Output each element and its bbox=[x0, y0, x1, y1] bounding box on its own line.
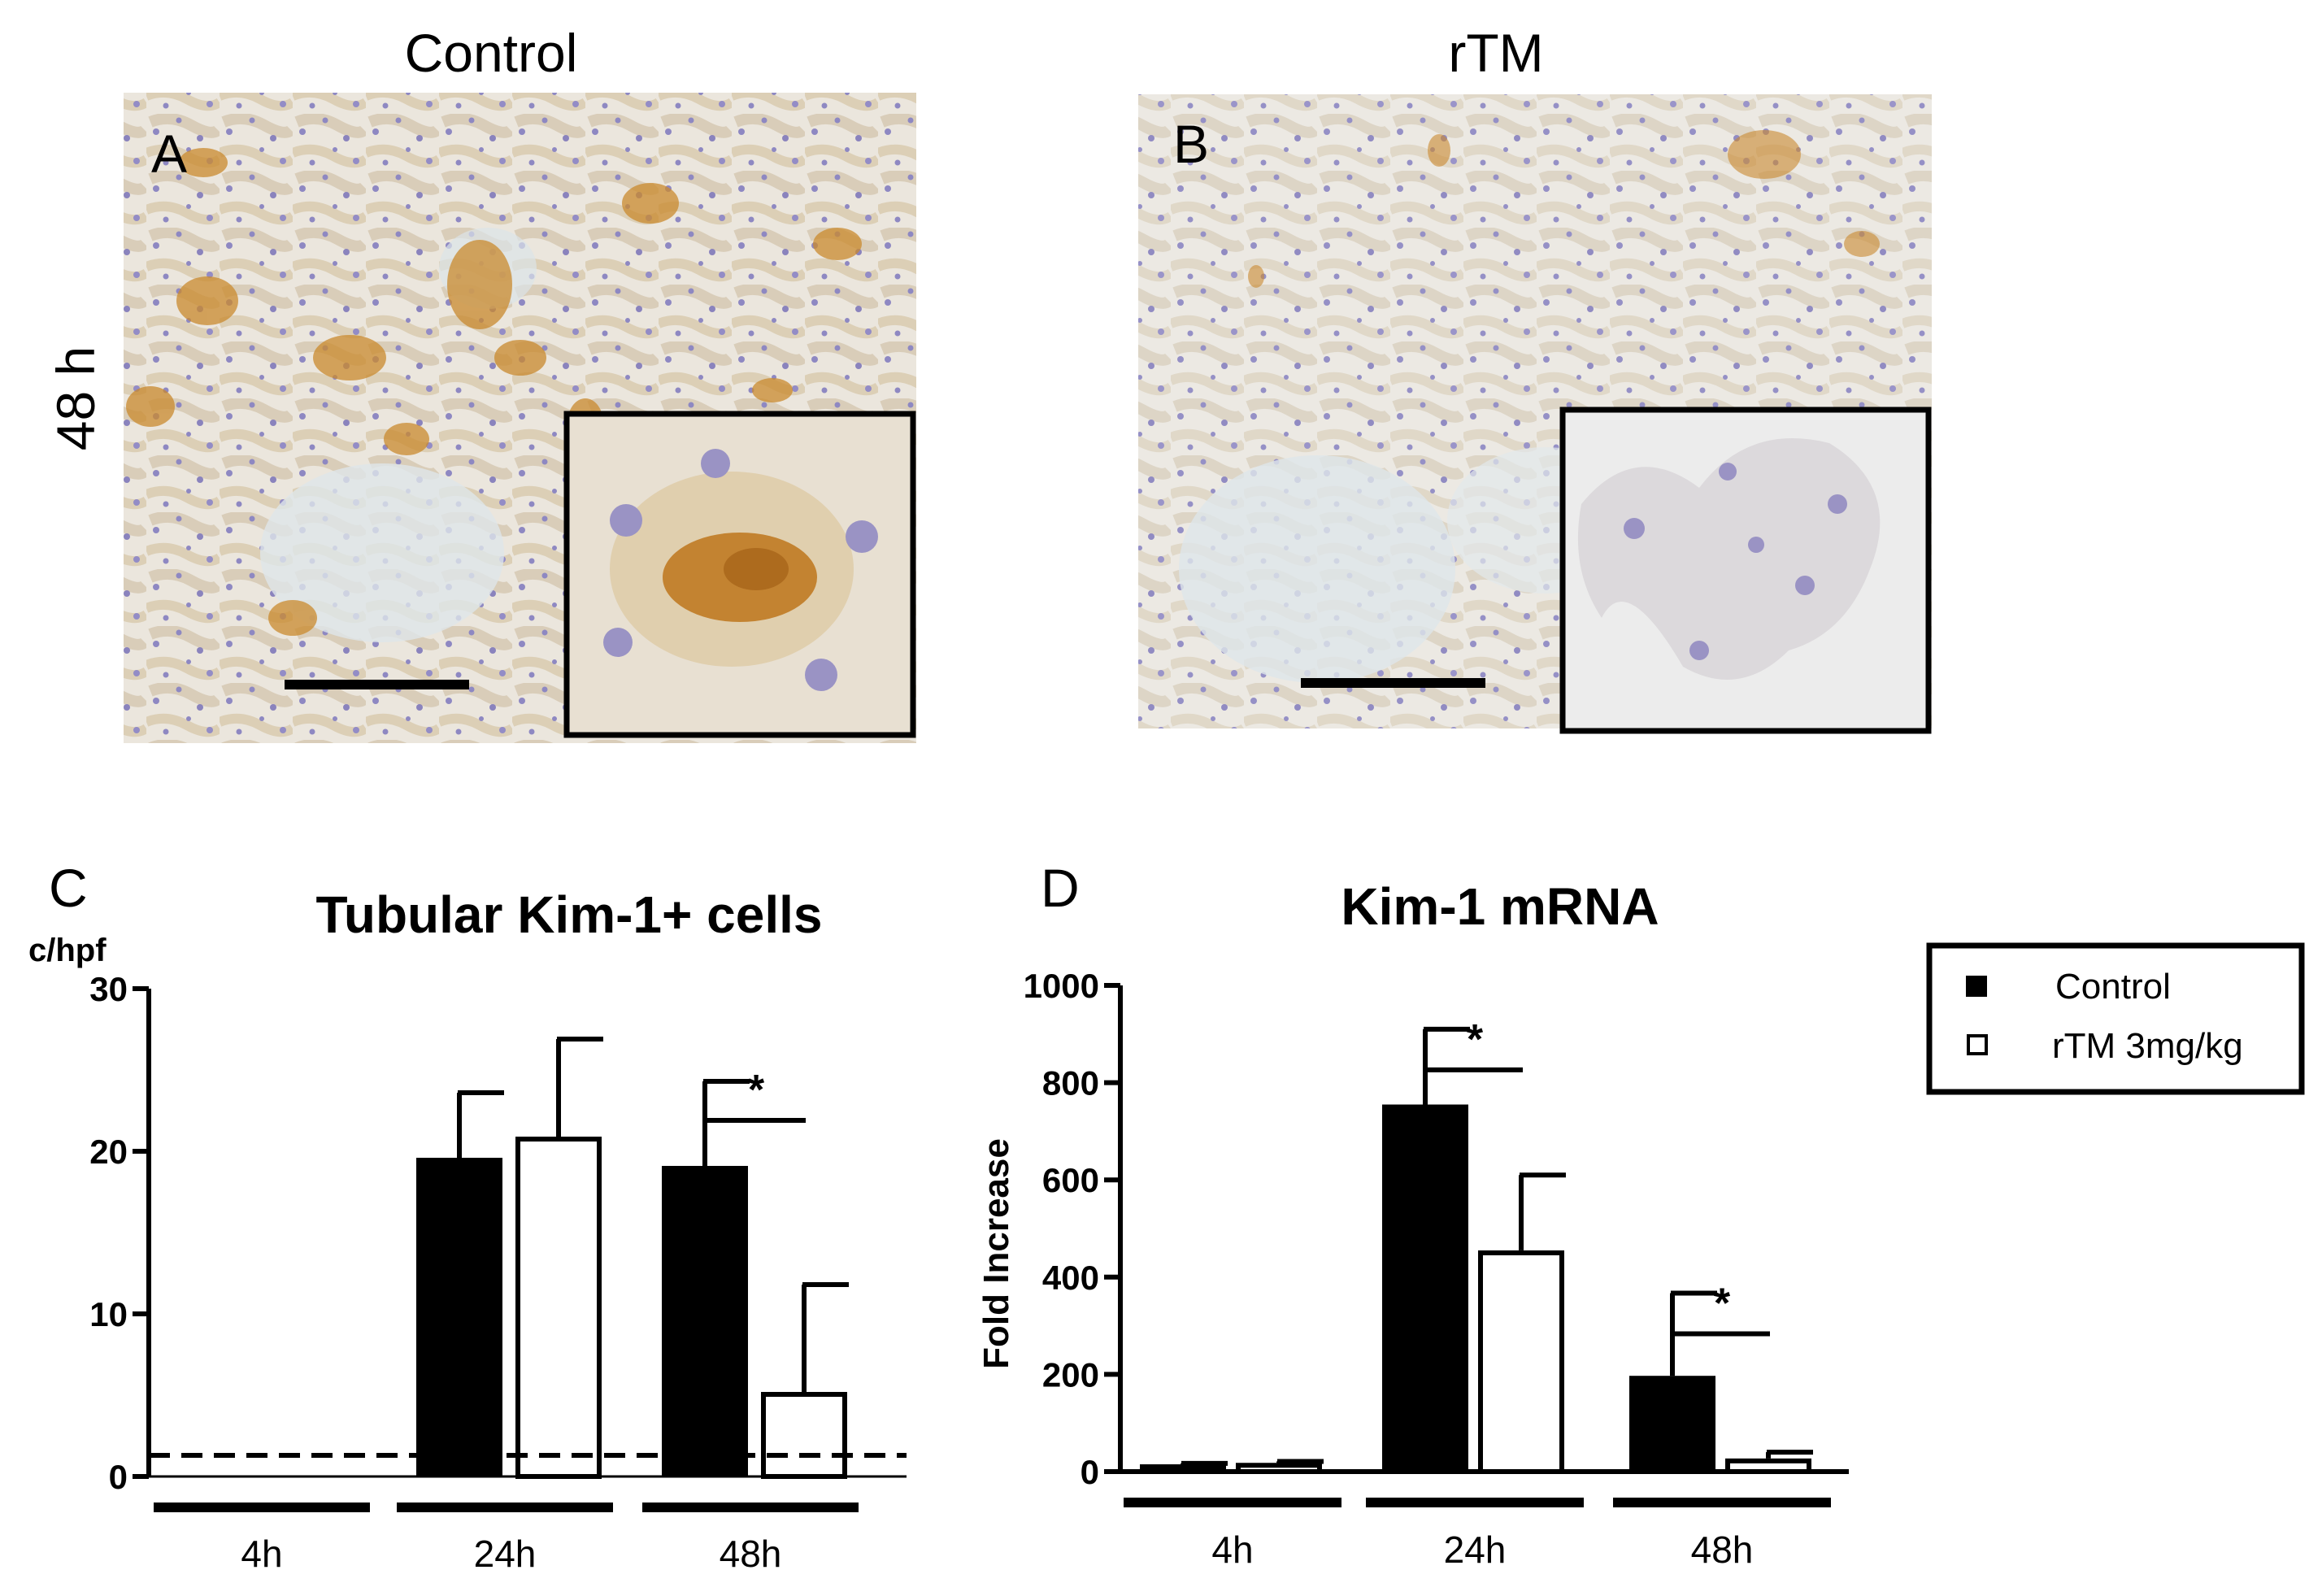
bar-rtm bbox=[761, 1392, 847, 1479]
x-tick-label: 4h bbox=[241, 1533, 282, 1575]
panel-letter-c: C bbox=[49, 858, 88, 918]
bar-control bbox=[1382, 1104, 1468, 1472]
bar-rtm bbox=[1725, 1458, 1811, 1475]
y-tick-label: 600 bbox=[1042, 1161, 1099, 1199]
bar-rtm bbox=[1478, 1250, 1564, 1475]
bar-rtm bbox=[515, 1137, 602, 1479]
chart-tubular-kim1: Tubular Kim-1+ cells c/hpf 0 10 20 30 4h 24h 4… bbox=[28, 885, 907, 1575]
micrograph-control bbox=[124, 93, 916, 743]
column-title-control: Control bbox=[405, 23, 578, 83]
chart-kim1-mrna: Kim-1 mRNA Fold Increase 0 200 400 600 800 10… bbox=[976, 877, 1849, 1571]
chart-title: Tubular Kim-1+ cells bbox=[316, 885, 823, 944]
category-bar bbox=[1613, 1498, 1831, 1507]
x-tick-label: 48h bbox=[1691, 1529, 1754, 1571]
y-axis-label: Fold Increase bbox=[976, 1138, 1016, 1369]
y-tick-label: 0 bbox=[109, 1458, 128, 1496]
x-tick-label: 24h bbox=[474, 1533, 537, 1575]
panel-letter-b: B bbox=[1173, 114, 1209, 174]
category-bar bbox=[642, 1503, 859, 1512]
y-tick-label: 10 bbox=[89, 1295, 128, 1333]
bar-control bbox=[416, 1158, 502, 1476]
y-tick-label: 1000 bbox=[1024, 967, 1099, 1005]
inset-control bbox=[563, 411, 916, 738]
y-tick-label: 200 bbox=[1042, 1355, 1099, 1394]
scale-bar-b bbox=[1301, 678, 1485, 688]
panel-letter-d: D bbox=[1041, 858, 1080, 918]
inset-rtm bbox=[1559, 407, 1932, 734]
category-bar bbox=[154, 1503, 370, 1512]
bar-control bbox=[1629, 1376, 1715, 1472]
legend-swatch-rtm bbox=[1967, 1034, 1988, 1055]
y-tick-label: 20 bbox=[89, 1133, 128, 1171]
x-tick-label: 24h bbox=[1444, 1529, 1507, 1571]
legend: Control rTM 3mg/kg bbox=[1926, 942, 2305, 1095]
significance-label: * bbox=[1467, 1016, 1484, 1063]
bar-control bbox=[1140, 1464, 1226, 1472]
y-tick-label: 0 bbox=[1081, 1453, 1099, 1491]
column-title-rtm: rTM bbox=[1448, 23, 1543, 83]
y-tick-label: 800 bbox=[1042, 1064, 1099, 1102]
row-label-48h: 48 h bbox=[46, 346, 106, 450]
y-tick-label: 400 bbox=[1042, 1259, 1099, 1297]
category-bar bbox=[397, 1503, 613, 1512]
x-tick-label: 4h bbox=[1211, 1529, 1253, 1571]
legend-label-control: Control bbox=[2055, 967, 2171, 1007]
category-bar bbox=[1366, 1498, 1584, 1507]
significance-label: * bbox=[1714, 1281, 1731, 1328]
legend-swatch-control bbox=[1966, 976, 1987, 997]
legend-box bbox=[1926, 942, 2305, 1095]
bar-control bbox=[662, 1166, 748, 1476]
x-tick-label: 48h bbox=[720, 1533, 782, 1575]
legend-label-rtm: rTM 3mg/kg bbox=[2052, 1026, 2243, 1066]
category-bar bbox=[1124, 1498, 1341, 1507]
scale-bar-a bbox=[285, 680, 469, 689]
y-axis-label: c/hpf bbox=[28, 933, 107, 968]
significance-label: * bbox=[748, 1067, 765, 1114]
y-tick-label: 30 bbox=[89, 970, 128, 1008]
chart-title: Kim-1 mRNA bbox=[1341, 877, 1659, 936]
micrograph-rtm bbox=[1138, 94, 1932, 734]
bar-rtm bbox=[1236, 1463, 1322, 1474]
panel-letter-a: A bbox=[151, 124, 187, 184]
